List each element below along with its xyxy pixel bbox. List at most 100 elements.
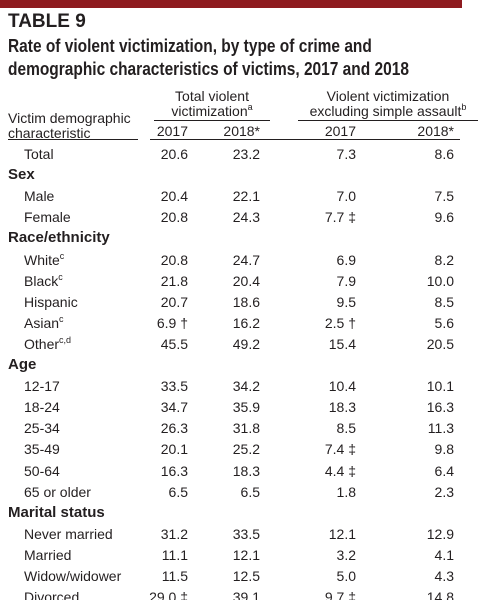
row-label: 12-17 xyxy=(24,378,60,395)
cell-value: 20.4 xyxy=(232,272,260,289)
cell-value: 6.9 † xyxy=(156,314,188,331)
cell-value: 18.6 xyxy=(232,293,260,310)
cell-value: 5.0 xyxy=(336,568,356,584)
footnote-marker: b xyxy=(461,102,467,112)
row-label: Asianc xyxy=(24,313,64,331)
rule xyxy=(150,139,460,140)
cell-value: 10.0 xyxy=(426,272,454,289)
cell-value: 49.2 xyxy=(232,335,260,352)
cell-value: 4.3 xyxy=(434,568,454,584)
cell-value: 9.8 xyxy=(434,441,454,458)
footnote-marker: c xyxy=(59,250,65,261)
cell-value: 12.5 xyxy=(232,568,260,584)
cell-value: 7.5 xyxy=(434,188,454,205)
cell-value: 22.1 xyxy=(232,188,260,205)
cell-value: 24.3 xyxy=(232,209,260,226)
row-label: Divorced xyxy=(24,589,80,600)
cell-value: 16.3 xyxy=(160,462,188,479)
column-group-header: Total violent xyxy=(175,88,249,104)
cell-value: 11.3 xyxy=(427,420,454,437)
stub-header: Victim demographic xyxy=(8,110,131,126)
cell-value: 20.5 xyxy=(426,335,454,352)
cell-value: 18.3 xyxy=(232,462,260,479)
cell-value: 2.5 † xyxy=(324,314,356,331)
cell-value: 12.1 xyxy=(328,525,356,542)
cell-value: 7.4 ‡ xyxy=(324,441,356,458)
year-header: 2018* xyxy=(223,123,260,139)
cell-value: 7.7 ‡ xyxy=(324,209,356,226)
cell-value: 10.4 xyxy=(328,378,356,395)
row-label: 25-34 xyxy=(24,420,60,437)
cell-value: 12.1 xyxy=(232,546,260,563)
cell-value: 9.7 ‡ xyxy=(324,589,356,600)
cell-value: 24.7 xyxy=(232,251,260,268)
cell-value: 7.0 xyxy=(336,188,356,205)
cell-value: 9.6 xyxy=(434,209,454,226)
row-label: 18-24 xyxy=(24,399,60,416)
cell-value: 29.0 ‡ xyxy=(149,589,188,600)
row-label: Never married xyxy=(24,525,113,542)
row-label: 65 or older xyxy=(24,483,91,500)
row-label: Blackc xyxy=(24,271,63,289)
cell-value: 23.2 xyxy=(232,146,260,162)
cell-value: 8.2 xyxy=(434,251,454,268)
rule xyxy=(8,139,138,140)
cell-value: 8.5 xyxy=(434,293,454,310)
cell-value: 3.2 xyxy=(336,546,356,563)
cell-value: 20.6 xyxy=(160,146,188,162)
row-label: Widow/widower xyxy=(24,568,122,584)
cell-value: 7.9 xyxy=(336,272,356,289)
cell-value: 33.5 xyxy=(232,525,260,542)
cell-value: 9.5 xyxy=(336,293,356,310)
rule xyxy=(154,120,270,121)
cell-value: 25.2 xyxy=(232,441,260,458)
year-header: 2018* xyxy=(417,123,454,139)
row-label: Female xyxy=(24,209,71,226)
row-label: Hispanic xyxy=(24,293,78,310)
column-group-header: victimizationa xyxy=(171,102,253,120)
row-label: 50-64 xyxy=(24,462,60,479)
cell-value: 20.1 xyxy=(160,441,188,458)
cell-value: 20.8 xyxy=(160,209,188,226)
cell-value: 34.2 xyxy=(232,378,260,395)
footnote-marker: a xyxy=(247,102,253,112)
year-header: 2017 xyxy=(324,123,356,139)
cell-value: 6.5 xyxy=(240,483,260,500)
stub-header: characteristic xyxy=(8,125,91,141)
cell-value: 6.9 xyxy=(336,251,356,268)
cell-value: 31.8 xyxy=(232,420,260,437)
cell-value: 14.8 xyxy=(426,589,454,600)
cell-value: 12.9 xyxy=(426,525,454,542)
cell-value: 8.5 xyxy=(336,420,356,437)
cell-value: 6.5 xyxy=(168,483,188,500)
cell-value: 20.7 xyxy=(160,293,188,310)
cell-value: 5.6 xyxy=(434,314,454,331)
cell-value: 10.1 xyxy=(426,378,454,395)
footnote-marker: c xyxy=(59,313,64,324)
cell-value: 34.7 xyxy=(160,399,188,416)
cell-value: 16.2 xyxy=(232,314,260,331)
footnote-marker: c xyxy=(58,271,63,282)
cell-value: 4.4 ‡ xyxy=(324,462,356,479)
cell-value: 11.1 xyxy=(161,546,188,563)
column-group-header: Violent victimization xyxy=(326,88,450,104)
row-label: Married xyxy=(24,546,72,563)
row-label: Otherc,d xyxy=(24,334,72,352)
section-heading: Race/ethnicity xyxy=(8,229,110,247)
column-group-header: excluding simple assaultb xyxy=(309,102,467,120)
cell-value: 31.2 xyxy=(160,525,188,542)
cell-value: 8.6 xyxy=(434,146,454,162)
rule xyxy=(298,120,478,121)
year-header: 2017 xyxy=(156,123,188,139)
cell-value: 16.3 xyxy=(426,399,454,416)
cell-value: 39.1 xyxy=(232,589,260,600)
cell-value: 20.8 xyxy=(160,251,188,268)
cell-value: 26.3 xyxy=(160,420,188,437)
footnote-marker: c,d xyxy=(59,334,72,345)
row-label: Male xyxy=(24,188,55,205)
cell-value: 15.4 xyxy=(328,335,356,352)
cell-value: 21.8 xyxy=(160,272,188,289)
cell-value: 20.4 xyxy=(160,188,188,205)
row-label: 35-49 xyxy=(24,441,60,458)
